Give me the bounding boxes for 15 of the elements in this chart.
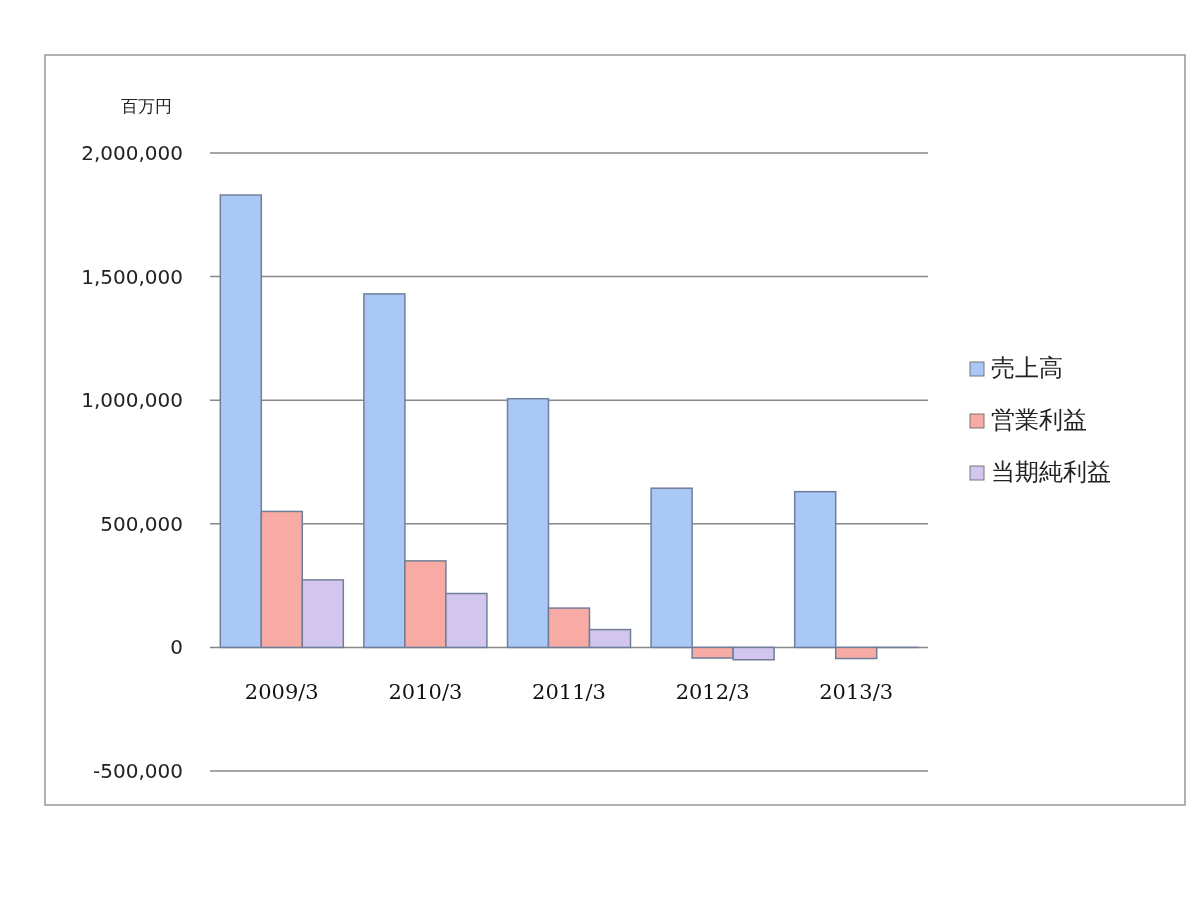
- y-axis-title: 百万円: [120, 96, 172, 116]
- y-tick-label: 2,000,000: [81, 141, 183, 165]
- y-tick-label: -500,000: [93, 759, 183, 783]
- y-tick-label: 1,000,000: [81, 388, 183, 413]
- y-tick-label: 0: [170, 635, 183, 660]
- x-tick-label: 2011/3: [532, 680, 606, 704]
- y-tick-label: 1,500,000: [81, 264, 183, 289]
- legend-label: 営業利益: [991, 406, 1087, 434]
- x-tick-label: 2010/3: [388, 680, 463, 704]
- x-tick-label: 2012/3: [675, 680, 750, 704]
- legend-label: 売上高: [991, 354, 1063, 382]
- y-tick-label: 500,000: [100, 511, 183, 536]
- x-tick-label: 2013/3: [819, 680, 894, 704]
- x-tick-label: 2009/3: [244, 680, 319, 704]
- legend-label: 当期純利益: [991, 458, 1111, 486]
